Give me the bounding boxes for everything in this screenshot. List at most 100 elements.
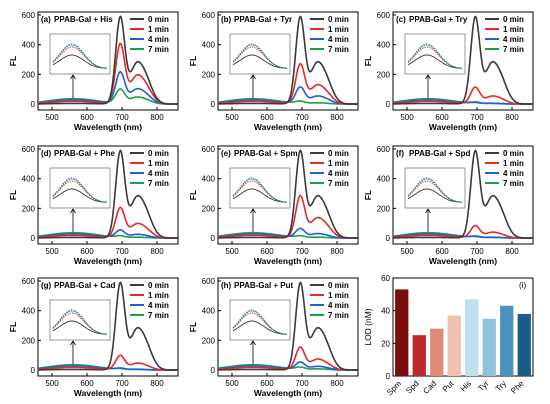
panel-title: PPAB-Gal + Spm [234, 149, 298, 158]
y-tick-label: 600 [22, 277, 36, 286]
y-tick-label: 0 [31, 100, 36, 109]
legend-entry: 0 min [503, 15, 524, 24]
y-tick-label: 600 [202, 11, 216, 20]
arrow-head [425, 74, 431, 80]
bar [412, 335, 426, 376]
legend-entry: 7 min [148, 179, 169, 188]
series-line [38, 15, 178, 105]
legend-entry: 4 min [503, 35, 524, 44]
y-tick-label: 200 [202, 70, 216, 79]
panel-title: PPAB-Gal + His [54, 15, 113, 24]
panel-letter: (c) [396, 15, 406, 24]
inset-curve [232, 188, 288, 203]
inset-plot [229, 299, 291, 341]
category-label: Spd [404, 379, 420, 395]
y-tick-label: 600 [22, 145, 36, 154]
legend-entry: 0 min [328, 281, 349, 290]
panel-letter: (g) [41, 281, 52, 290]
inset-curve [232, 320, 288, 335]
inset-curve [407, 188, 463, 203]
y-tick-label: 400 [202, 41, 216, 50]
x-tick-label: 600 [435, 247, 449, 256]
x-tick-label: 800 [330, 379, 344, 388]
y-tick-label: 0 [31, 366, 36, 375]
y-tick-label: 600 [202, 277, 216, 286]
x-axis-label: Wavelength (nm) [74, 256, 142, 266]
inset-curve [407, 54, 463, 69]
arrow-head [425, 208, 431, 214]
series-line [38, 281, 178, 371]
panel-title: PPAB-Gal + Spd [409, 149, 471, 158]
panel-letter: (e) [221, 149, 231, 158]
y-tick-label: 400 [22, 307, 36, 316]
x-axis-label: Wavelength (nm) [254, 122, 322, 132]
legend-entry: 0 min [328, 15, 349, 24]
x-tick-label: 800 [150, 247, 164, 256]
legend-entry: 4 min [148, 35, 169, 44]
x-tick-label: 500 [225, 113, 239, 122]
y-tick-label: 400 [377, 41, 391, 50]
y-tick-label: 200 [22, 70, 36, 79]
y-tick-label: 400 [377, 175, 391, 184]
legend-entry: 4 min [328, 169, 349, 178]
x-tick-label: 700 [470, 113, 484, 122]
bar [517, 313, 531, 376]
x-axis-label: Wavelength (nm) [254, 388, 322, 398]
inset-curve [52, 43, 108, 69]
x-tick-label: 600 [435, 113, 449, 122]
bar [447, 315, 461, 376]
y-tick-label: 200 [22, 204, 36, 213]
y-axis-label: FL [188, 56, 198, 66]
inset-curve [52, 188, 108, 203]
x-tick-label: 700 [115, 379, 129, 388]
panel-i: 0 20 40 60 LOD (nM) (i) Spm Spd Cad Put His Tyr Try P… [363, 274, 534, 397]
series-line [218, 281, 358, 371]
plot-frame [392, 145, 534, 245]
x-tick-label: 800 [330, 113, 344, 122]
inset-curve [407, 178, 463, 203]
legend-entry: 1 min [328, 159, 349, 168]
y-tick-label: 600 [202, 145, 216, 154]
x-tick-label: 700 [295, 247, 309, 256]
plot-frame [217, 145, 359, 245]
bar [465, 299, 479, 376]
inset-plot [404, 167, 466, 209]
x-tick-label: 500 [225, 247, 239, 256]
arrow-head [250, 74, 256, 80]
y-tick-label: 400 [202, 307, 216, 316]
inset-plot [49, 167, 111, 209]
inset-curve [52, 177, 108, 203]
panel-title: PPAB-Gal + Put [234, 281, 294, 290]
inset-curve [407, 43, 463, 69]
panel-title: PPAB-Gal + Tyr [234, 15, 292, 24]
legend-entry: 4 min [148, 169, 169, 178]
y-axis-label: FL [8, 56, 18, 66]
x-tick-label: 600 [260, 379, 274, 388]
inset-curve [407, 44, 463, 69]
y-axis-label: FL [188, 190, 198, 200]
legend-entry: 0 min [148, 281, 169, 290]
x-tick-label: 800 [150, 113, 164, 122]
legend-entry: 1 min [503, 25, 524, 34]
y-tick-label: 200 [377, 204, 391, 213]
y-tick-label: 400 [22, 41, 36, 50]
y-tick-label: 400 [22, 175, 36, 184]
y-tick-label: 20 [381, 339, 390, 348]
category-label: Tyr [476, 379, 490, 393]
plot-frame [392, 277, 534, 377]
series-line [393, 224, 533, 239]
x-tick-label: 700 [115, 247, 129, 256]
inset-curve [52, 54, 108, 69]
x-tick-label: 500 [45, 247, 59, 256]
x-tick-label: 800 [505, 113, 519, 122]
panel-letter: (a) [41, 15, 51, 24]
x-tick-label: 800 [330, 247, 344, 256]
y-tick-label: 600 [22, 11, 36, 20]
category-label: Phe [509, 379, 526, 396]
legend-entry: 7 min [148, 311, 169, 320]
x-axis-label: Wavelength (nm) [429, 122, 497, 132]
x-tick-label: 600 [80, 379, 94, 388]
